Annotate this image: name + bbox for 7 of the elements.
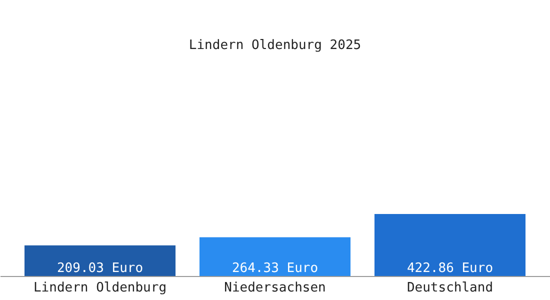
data-label: 209.03 Euro bbox=[56, 261, 144, 276]
data-label: 422.86 Euro bbox=[406, 261, 494, 276]
chart-title: Lindern Oldenburg 2025 bbox=[188, 38, 362, 53]
x-tick-label: Deutschland bbox=[406, 280, 494, 296]
x-tick-label: Niedersachsen bbox=[224, 280, 326, 296]
data-label: 264.33 Euro bbox=[232, 261, 318, 276]
x-tick-label: Lindern Oldenburg bbox=[33, 280, 167, 296]
